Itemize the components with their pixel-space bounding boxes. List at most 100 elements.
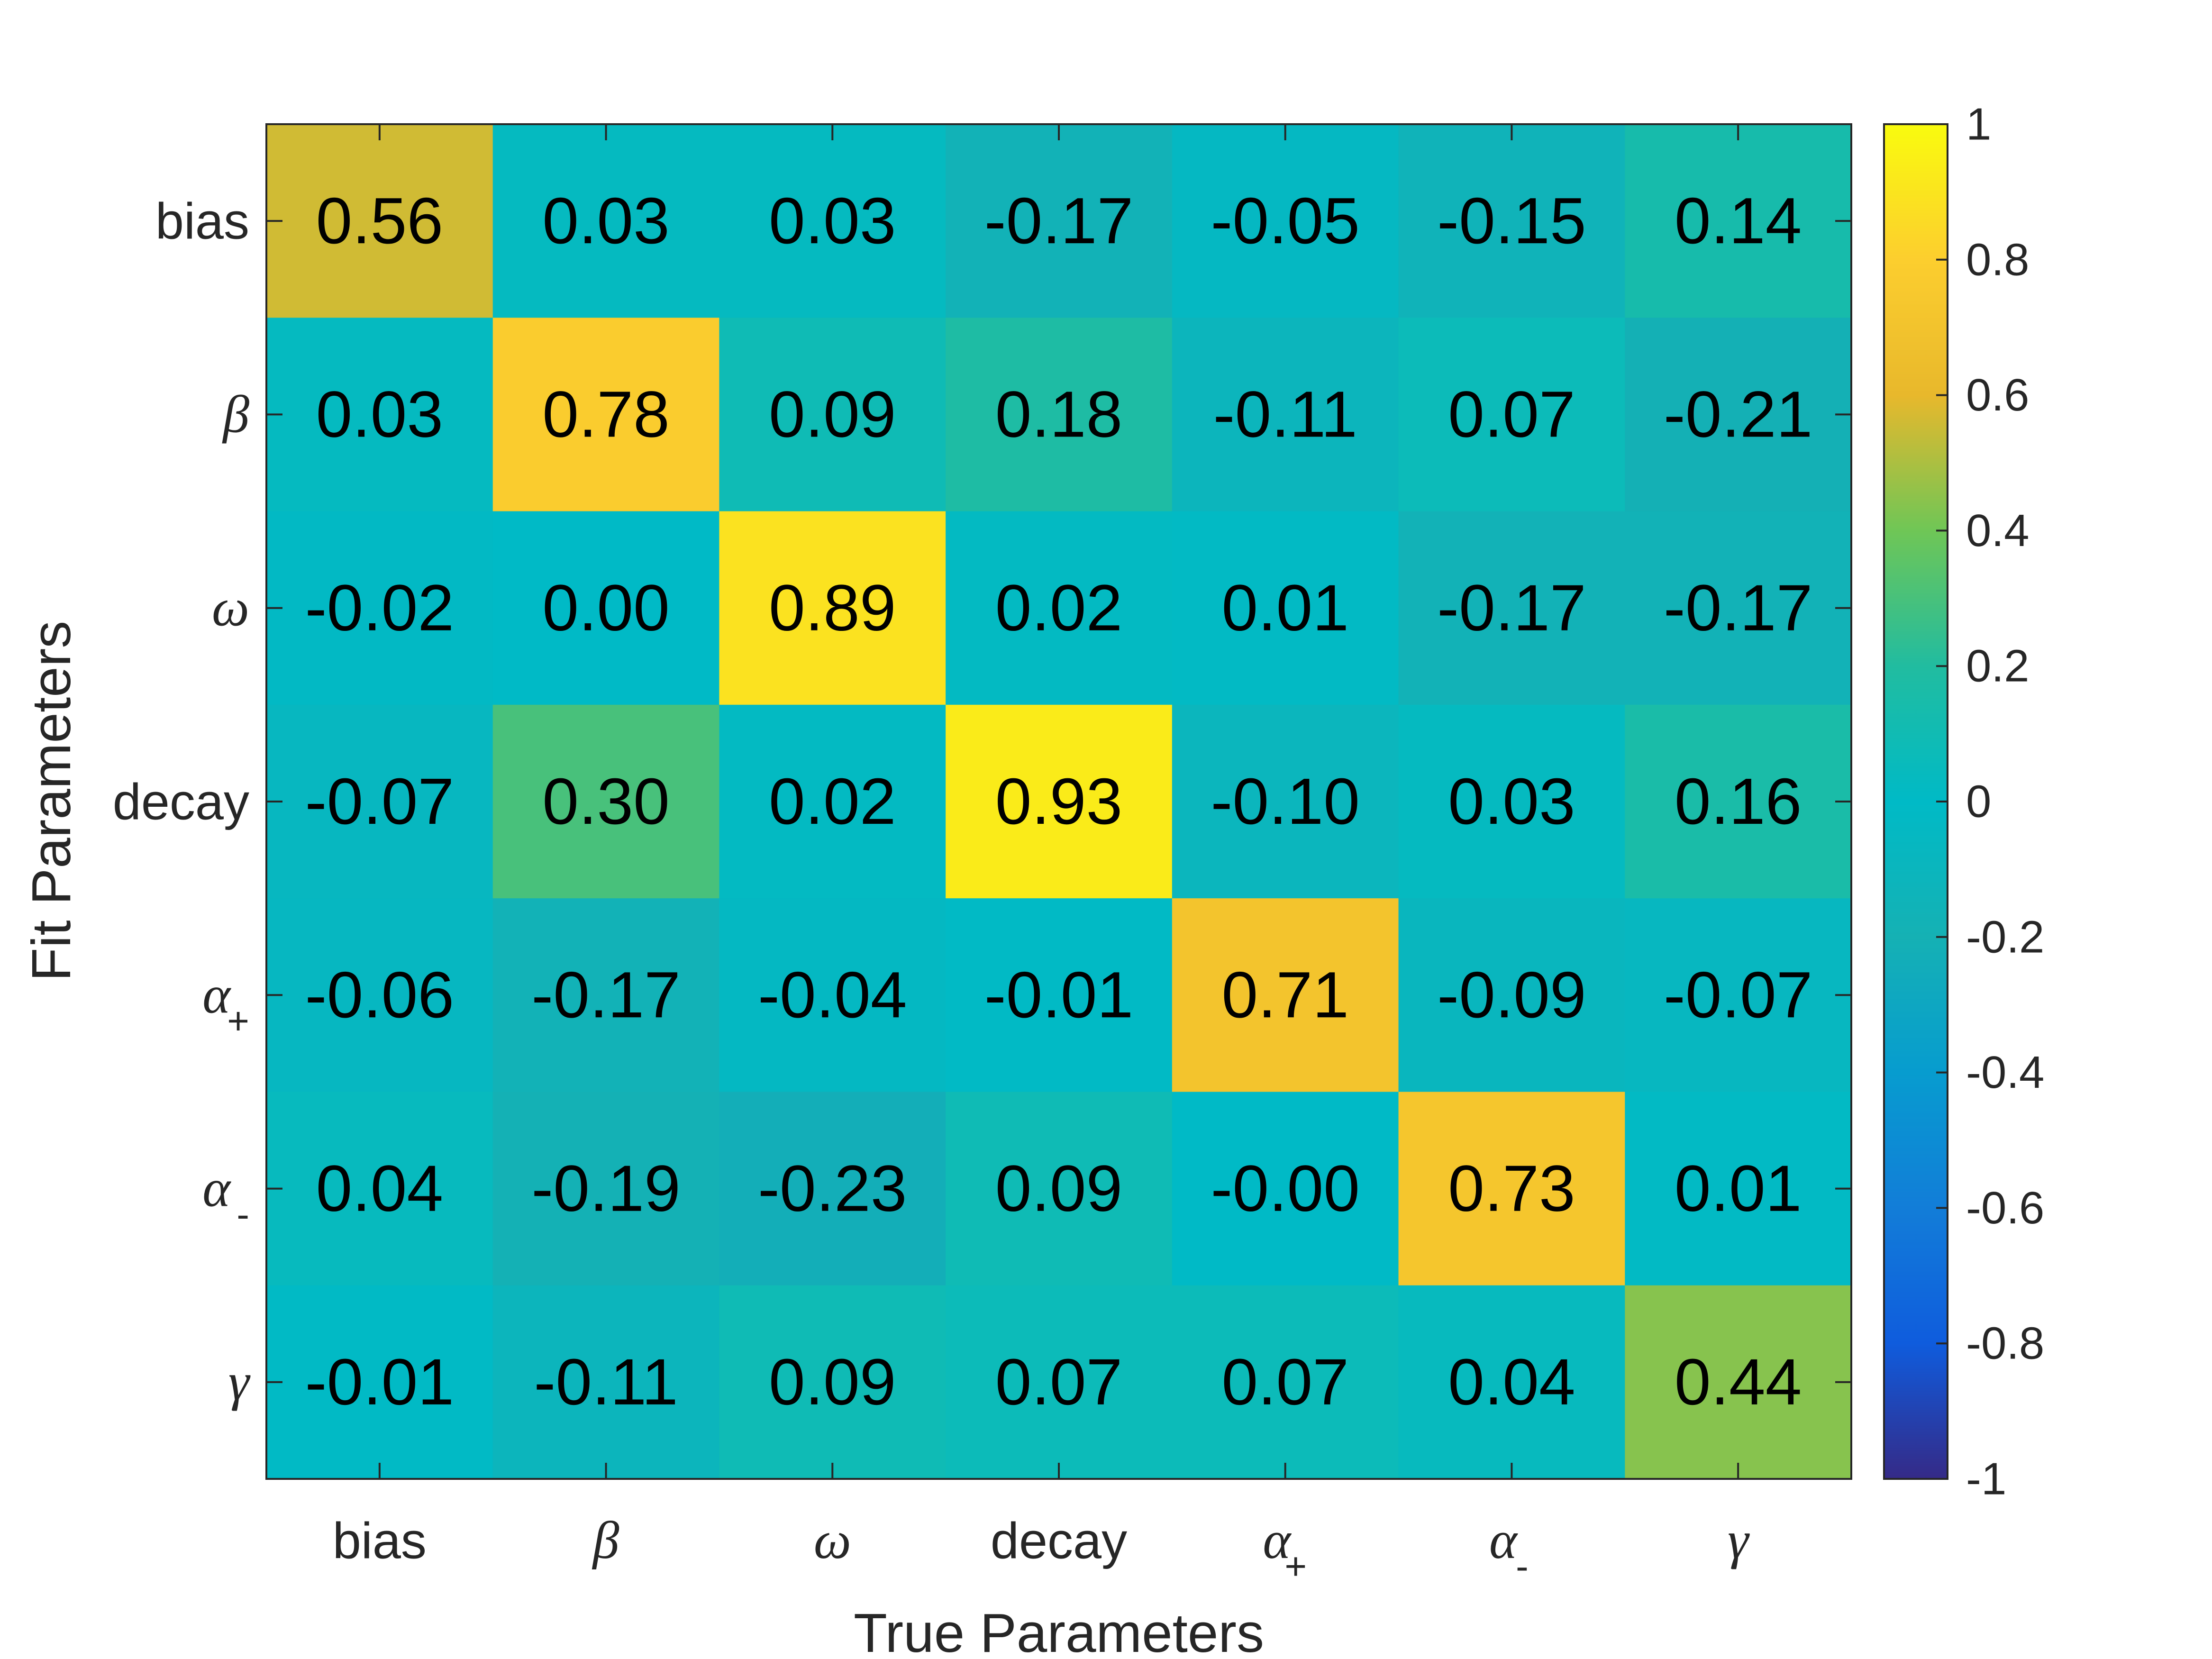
y-label-alpha-minus: α- — [202, 1159, 249, 1236]
heatmap-cell — [492, 1092, 719, 1286]
heatmap-cell — [946, 124, 1173, 318]
heatmap-cell — [719, 898, 946, 1092]
cell-value-label: -0.23 — [758, 1152, 907, 1225]
cell-value-label: -0.05 — [1211, 184, 1360, 257]
y-label-omega-symbol: ω — [212, 579, 249, 638]
x-label-bias: bias — [333, 1512, 427, 1569]
heatmap-cell — [266, 124, 493, 318]
heatmap-cell — [492, 1285, 719, 1479]
y-label-bias-text: bias — [155, 192, 249, 250]
cell-value-label: -0.01 — [305, 1346, 455, 1419]
x-tick-labels: bias β ω decay α+ α-γ — [333, 1511, 1750, 1587]
cell-value-label: 0.03 — [542, 184, 670, 257]
cell-value-label: 0.78 — [542, 378, 670, 451]
cell-value-label: 0.07 — [1221, 1346, 1349, 1419]
heatmap-cell — [1398, 124, 1625, 318]
colorbar-ticks: 1 0.8 0.6 0.4 0.2 0 -0.2 -0.4 -0.6 -0.8 -1 — [1936, 99, 2044, 1504]
y-label-alpha-minus-symbol: α — [202, 1159, 231, 1218]
colorbar-tick-label: -0.6 — [1966, 1183, 2044, 1233]
heatmap-cell — [1172, 704, 1399, 899]
cell-value-label: 0.16 — [1675, 765, 1802, 838]
heatmap-cell — [719, 1285, 946, 1479]
y-label-alpha-plus: α+ — [202, 966, 249, 1042]
heatmap-cell — [946, 898, 1173, 1092]
cell-value-label: -0.17 — [531, 958, 681, 1031]
cell-value-label: -0.01 — [984, 958, 1134, 1031]
cell-value-label: 0.44 — [1675, 1346, 1802, 1419]
heatmap-cell — [719, 318, 946, 512]
cell-value-label: 0.89 — [769, 572, 896, 645]
heatmap-cell — [266, 318, 493, 512]
heatmap-cell — [1625, 898, 1852, 1092]
cell-value-label: -0.07 — [305, 765, 455, 838]
cell-value-label: 0.03 — [316, 378, 444, 451]
cell-value-label: -0.09 — [1437, 958, 1586, 1031]
heatmap-cell — [1625, 124, 1852, 318]
colorbar-tick-label: 0.8 — [1966, 234, 2029, 285]
cell-value-label: -0.17 — [1437, 572, 1586, 645]
x-label-alpha-plus: α+ — [1263, 1511, 1307, 1587]
heatmap-cell — [492, 704, 719, 899]
heatmap-cell — [1398, 1092, 1625, 1286]
heatmap-cell — [266, 511, 493, 705]
cell-value-label: 0.03 — [769, 184, 896, 257]
heatmap-cell — [492, 511, 719, 705]
heatmap-cell — [1172, 1285, 1399, 1479]
cell-value-label: 0.09 — [769, 1346, 896, 1419]
x-label-decay-text: decay — [991, 1512, 1127, 1569]
cell-value-label: -0.02 — [305, 572, 455, 645]
heatmap-cell — [1398, 898, 1625, 1092]
heatmap-cell — [492, 318, 719, 512]
cell-value-label: -0.17 — [984, 184, 1134, 257]
cell-value-label: -0.15 — [1437, 184, 1586, 257]
cell-value-label: -0.10 — [1211, 765, 1360, 838]
heatmap-cell — [266, 1092, 493, 1286]
y-label-beta-symbol: β — [222, 385, 249, 444]
y-axis-title: Fit Parameters — [20, 621, 82, 982]
colorbar-tick-label: -1 — [1966, 1454, 2006, 1504]
cell-value-label: -0.17 — [1664, 572, 1813, 645]
cell-value-label: -0.00 — [1211, 1152, 1360, 1225]
cell-value-label: 0.00 — [542, 572, 670, 645]
x-label-gamma: γ — [1728, 1511, 1750, 1570]
heatmap-cell — [1398, 704, 1625, 899]
y-label-alpha-plus-subscript: + — [227, 1000, 249, 1042]
heatmap-cell — [1398, 318, 1625, 512]
heatmap-cell — [1625, 704, 1852, 899]
x-label-alpha-minus: α- — [1489, 1511, 1529, 1587]
heatmap-cell — [1172, 318, 1399, 512]
y-label-beta: β — [222, 385, 249, 444]
cell-value-label: -0.07 — [1664, 958, 1813, 1031]
cell-value-label: 0.03 — [1448, 765, 1575, 838]
x-label-omega-symbol: ω — [814, 1511, 851, 1570]
x-label-gamma-symbol: γ — [1728, 1511, 1750, 1570]
y-label-decay-text: decay — [113, 773, 249, 830]
heatmap-cell — [266, 704, 493, 899]
cell-value-label: -0.06 — [305, 958, 455, 1031]
cell-value-label: 0.71 — [1221, 958, 1349, 1031]
heatmap-cell — [1625, 1092, 1852, 1286]
colorbar-tick-label: 0 — [1966, 776, 1991, 827]
cell-value-label: -0.11 — [1213, 378, 1357, 451]
heatmap-cell — [719, 511, 946, 705]
heatmap-cell — [1625, 1285, 1852, 1479]
heatmap-cell — [266, 898, 493, 1092]
cell-value-label: 0.18 — [995, 378, 1123, 451]
cell-value-label: 0.30 — [542, 765, 670, 838]
cell-value-label: 0.02 — [995, 572, 1123, 645]
heatmap-cell — [946, 1285, 1173, 1479]
cell-value-label: 0.93 — [995, 765, 1123, 838]
y-label-gamma: γ — [228, 1353, 251, 1412]
cell-value-label: 0.02 — [769, 765, 896, 838]
heatmap-cell — [946, 1092, 1173, 1286]
heatmap-cells — [266, 124, 1852, 1479]
heatmap-cell — [266, 1285, 493, 1479]
y-label-omega: ω — [212, 579, 249, 638]
heatmap-cell — [946, 511, 1173, 705]
heatmap-cell — [719, 704, 946, 899]
cell-value-label: -0.21 — [1664, 378, 1813, 451]
cell-value-label: 0.09 — [995, 1152, 1123, 1225]
cell-value-label: -0.19 — [531, 1152, 681, 1225]
cell-value-label: 0.07 — [1448, 378, 1575, 451]
